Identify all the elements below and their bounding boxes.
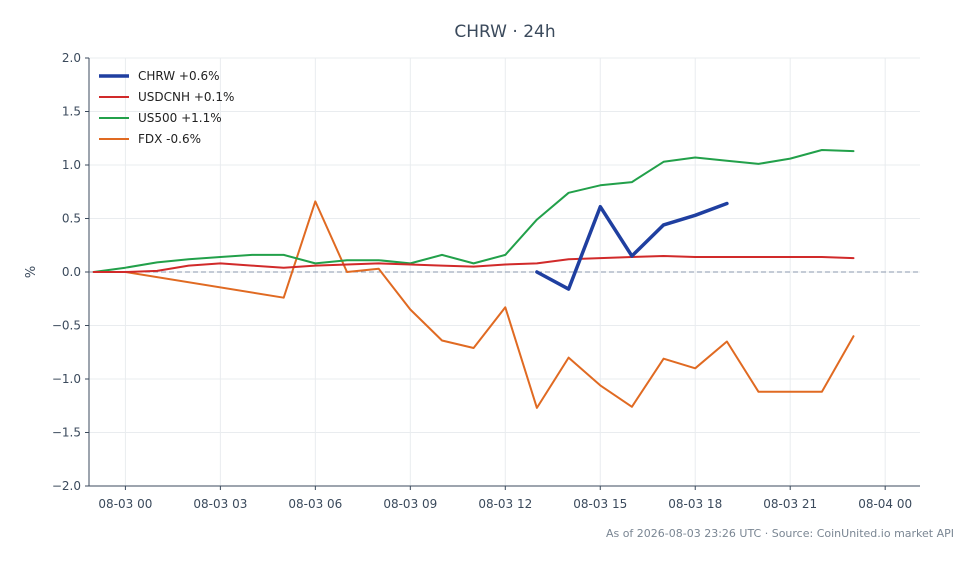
- chart-title: CHRW · 24h: [454, 22, 555, 42]
- x-tick-label: 08-03 00: [98, 497, 152, 511]
- y-tick-label: 1.5: [62, 105, 81, 119]
- x-tick-label: 08-03 12: [478, 497, 532, 511]
- x-tick-label: 08-04 00: [858, 497, 912, 511]
- x-tick-label: 08-03 03: [193, 497, 247, 511]
- legend-label: US500 +1.1%: [138, 111, 222, 125]
- x-tick-label: 08-03 15: [573, 497, 627, 511]
- y-axis-label: %: [24, 266, 39, 278]
- legend: CHRW +0.6% USDCNH +0.1% US500 +1.1% FDX -0.…: [99, 69, 234, 146]
- series-line-chrw: [535, 201, 729, 291]
- x-tick-label: 08-03 06: [288, 497, 342, 511]
- x-tick-label: 08-03 18: [668, 497, 722, 511]
- x-tick-label: 08-03 09: [383, 497, 437, 511]
- y-tick-label: −1.5: [52, 426, 81, 440]
- y-tick-label: 0.0: [62, 265, 81, 279]
- x-tick-labels: 08-03 00 08-03 03 08-03 06 08-03 09 08-03 12…: [98, 486, 912, 511]
- y-tick-label: 1.0: [62, 158, 81, 172]
- x-tick-label: 08-03 21: [763, 497, 817, 511]
- footer-source: As of 2026-08-03 23:26 UTC · Source: Coi…: [606, 527, 954, 540]
- y-tick-label: −1.0: [52, 372, 81, 386]
- series-line-usdcnh: [92, 255, 855, 273]
- legend-label: CHRW +0.6%: [138, 69, 219, 83]
- y-tick-label: 0.5: [62, 212, 81, 226]
- series-line-fdx: [92, 200, 855, 409]
- series-line-us500: [92, 149, 855, 273]
- legend-label: USDCNH +0.1%: [138, 90, 234, 104]
- y-tick-label: −2.0: [52, 479, 81, 493]
- y-tick-label: −0.5: [52, 319, 81, 333]
- y-tick-label: 2.0: [62, 51, 81, 65]
- y-tick-labels: 2.0 1.5 1.0 0.5 0.0 −0.5 −1.0 −1.5 −2.0: [52, 51, 89, 493]
- series-lines: [92, 149, 855, 409]
- legend-label: FDX -0.6%: [138, 132, 201, 146]
